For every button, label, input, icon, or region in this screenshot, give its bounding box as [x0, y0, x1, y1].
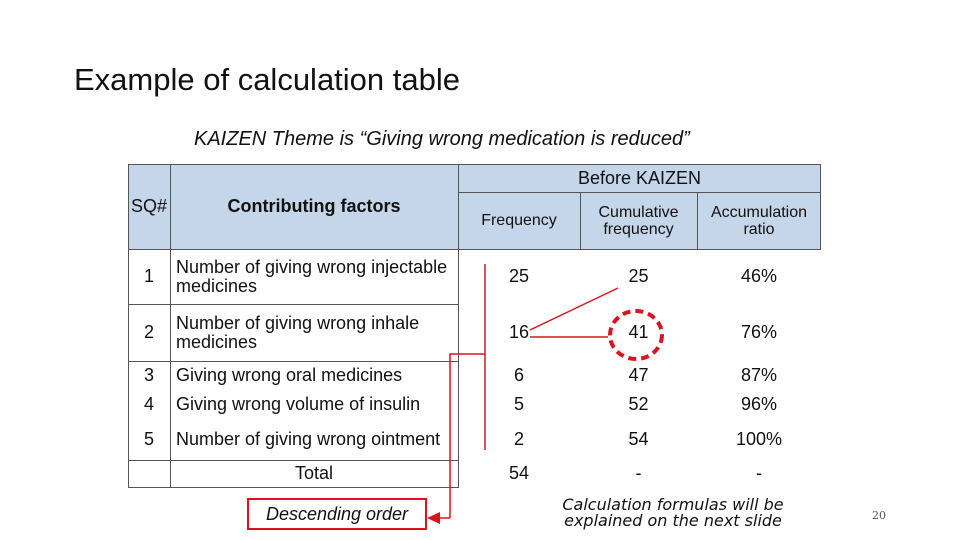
factor-cell: Number of giving wrong inhale medicines	[170, 304, 458, 361]
header-sq: SQ#	[130, 196, 168, 216]
table-border-top	[128, 164, 821, 165]
total-frequency-cell: 54	[458, 460, 580, 487]
header-sq-cell: SQ#	[128, 164, 170, 249]
formula-note: Calculation formulas will be explained o…	[558, 497, 788, 529]
ratio: 96%	[740, 393, 778, 414]
sq-number-cell: 1	[128, 249, 170, 304]
ratio: 87%	[740, 365, 778, 385]
descending-arrow-line	[449, 353, 485, 518]
header-group-cell: Before KAIZEN	[458, 164, 821, 192]
frequency: 25	[508, 266, 530, 286]
table-divider	[458, 164, 459, 488]
total-frequency: 54	[508, 463, 530, 483]
factor: Number of giving wrong inhale medicines	[176, 312, 420, 352]
header-before-kaizen: Before KAIZEN	[577, 167, 702, 188]
theme-quote: “Giving wrong medication is reduced”	[359, 128, 690, 150]
sq-number-cell: 3	[128, 361, 170, 390]
table-divider	[697, 192, 698, 249]
total-ratio-cell: -	[697, 460, 821, 487]
addition-line-upper	[529, 287, 619, 331]
cumulative: 54	[628, 428, 649, 449]
cumulative-cell: 41	[580, 304, 697, 361]
cumulative-cell: 52	[580, 390, 697, 418]
sq-number-cell: 4	[128, 390, 170, 418]
frequency-cell: 16	[458, 304, 580, 361]
frequency: 2	[513, 428, 524, 449]
sq-number: 5	[143, 428, 154, 449]
ratio: 46%	[740, 266, 778, 286]
kaizen-theme: KAIZEN Theme is “Giving wrong medication…	[194, 128, 690, 151]
sq-number: 3	[143, 365, 154, 385]
factor: Giving wrong oral medicines	[176, 365, 403, 385]
table-divider	[458, 192, 821, 193]
cumulative-cell: 47	[580, 361, 697, 390]
ratio-cell: 46%	[697, 249, 821, 304]
frequency-cell: 6	[458, 361, 580, 390]
total-ratio: -	[756, 463, 762, 483]
header-ratio-cell: Accumulation ratio	[697, 192, 821, 249]
table-divider	[128, 361, 458, 362]
header-frequency-cell: Frequency	[458, 192, 580, 249]
total-label-cell: Total	[170, 460, 458, 487]
factor: Giving wrong volume of insulin	[176, 393, 421, 414]
sq-number-cell: 5	[128, 418, 170, 460]
ratio-cell: 96%	[697, 390, 821, 418]
page-number: 20	[872, 509, 886, 522]
table-border-left	[128, 164, 129, 488]
cumulative-cell: 25	[580, 249, 697, 304]
frequency: 5	[513, 393, 524, 414]
factor-cell: Number of giving wrong injectable medici…	[170, 249, 458, 304]
factor-cell: Number of giving wrong ointment	[170, 418, 458, 460]
table-divider	[128, 460, 458, 461]
table-border-bottom	[128, 487, 458, 488]
ratio-cell: 87%	[697, 361, 821, 390]
ratio-cell: 76%	[697, 304, 821, 361]
table-border-right	[820, 164, 821, 249]
header-ratio: Accumulation ratio	[710, 203, 808, 238]
factor-cell: Giving wrong oral medicines	[170, 361, 458, 390]
total-cumulative-cell: -	[580, 460, 697, 487]
descending-order-label: Descending order	[247, 498, 427, 530]
slide-title: Example of calculation table	[74, 62, 461, 97]
frequency-cell: 2	[458, 418, 580, 460]
formula-note-line1: Calculation formulas will be	[562, 495, 784, 514]
calculation-table: SQ# Contributing factors Before KAIZEN F…	[128, 164, 821, 488]
table-divider	[170, 164, 171, 488]
cumulative: 52	[628, 393, 649, 414]
sq-number: 4	[143, 393, 154, 414]
descending-order-text: Descending order	[265, 503, 409, 524]
total-cumulative: -	[635, 463, 642, 483]
frequency: 6	[513, 365, 524, 385]
frequency-cell: 25	[458, 249, 580, 304]
cumulative: 25	[628, 266, 649, 286]
descending-arrow-head	[427, 512, 440, 524]
frequency: 16	[508, 322, 530, 342]
factor-cell: Giving wrong volume of insulin	[170, 390, 458, 418]
cumulative-highlight-circle	[608, 309, 664, 361]
ratio: 76%	[740, 322, 778, 342]
factor: Number of giving wrong ointment	[176, 428, 441, 449]
frequency-cell: 5	[458, 390, 580, 418]
table-divider	[128, 304, 458, 305]
header-frequency: Frequency	[481, 212, 557, 229]
factor: Number of giving wrong injectable medici…	[176, 256, 448, 296]
table-divider	[128, 249, 821, 250]
theme-prefix: KAIZEN Theme is	[194, 128, 360, 150]
cumulative: 47	[628, 365, 649, 385]
ratio: 100%	[735, 428, 783, 449]
header-cumulative-cell: Cumulative frequency	[580, 192, 697, 249]
sq-number: 2	[143, 322, 154, 342]
formula-note-line2: explained on the next slide	[564, 511, 782, 530]
sq-number: 1	[143, 266, 154, 286]
table-divider	[580, 192, 581, 249]
header-cumulative: Cumulative frequency	[598, 203, 679, 238]
header-factors-cell: Contributing factors	[170, 164, 458, 249]
header-factors: Contributing factors	[227, 196, 401, 216]
total-label: Total	[294, 463, 334, 483]
sq-number-cell: 2	[128, 304, 170, 361]
ratio-cell: 100%	[697, 418, 821, 460]
cumulative: 41	[628, 322, 649, 342]
cumulative-cell: 54	[580, 418, 697, 460]
